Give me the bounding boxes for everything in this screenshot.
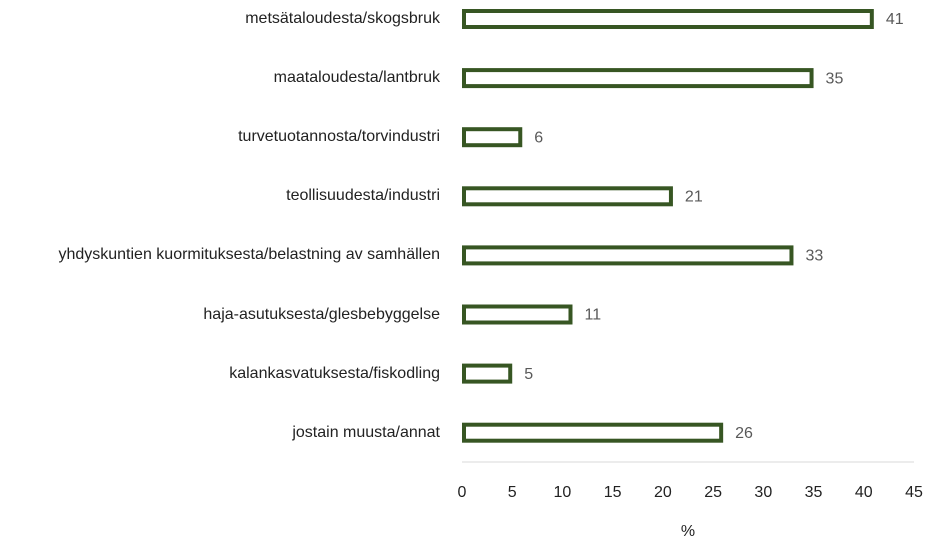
x-tick-label: 15 [604, 484, 622, 501]
category-label: turvetuotannosta/torvindustri [238, 128, 440, 146]
category-label-box: kalankasvatuksesta/fiskodling [0, 362, 440, 386]
x-tick-label: 35 [805, 484, 823, 501]
bar [462, 363, 513, 384]
bar [462, 68, 814, 89]
value-label: 6 [534, 129, 543, 146]
x-tick-label: 10 [554, 484, 572, 501]
value-label: 21 [685, 189, 703, 206]
value-label: 35 [826, 70, 844, 87]
value-label: 5 [524, 366, 533, 383]
category-label-box: teollisuudesta/industri [0, 184, 440, 208]
category-label-box: yhdyskuntien kuormituksesta/belastning a… [0, 243, 440, 267]
x-tick-label: 45 [905, 484, 923, 501]
x-tick-label: 40 [855, 484, 873, 501]
x-tick-label: 25 [704, 484, 722, 501]
bar [462, 245, 794, 266]
bar [462, 422, 724, 443]
category-label-box: jostain muusta/annat [0, 421, 440, 445]
category-label-box: haja-asutuksesta/glesbebyggelse [0, 303, 440, 327]
category-label-box: metsätaloudesta/skogsbruk [0, 7, 440, 31]
bar [462, 9, 874, 29]
bar [462, 127, 523, 148]
x-tick-label: 0 [458, 484, 467, 501]
value-label: 11 [584, 307, 601, 324]
category-label: maataloudesta/lantbruk [273, 69, 440, 87]
value-label: 33 [805, 248, 823, 265]
category-label: jostain muusta/annat [292, 423, 440, 441]
category-label-box: turvetuotannosta/torvindustri [0, 125, 440, 149]
x-tick-label: 5 [508, 484, 517, 501]
category-label: kalankasvatuksesta/fiskodling [229, 364, 440, 382]
category-label-box: maataloudesta/lantbruk [0, 66, 440, 90]
value-label: 26 [735, 425, 753, 442]
category-label: teollisuudesta/industri [286, 187, 440, 205]
value-label: 41 [886, 11, 904, 28]
bar [462, 186, 673, 207]
category-label: metsätaloudesta/skogsbruk [245, 10, 440, 27]
x-tick-label: 30 [754, 484, 772, 501]
category-label: yhdyskuntien kuormituksesta/belastning a… [58, 246, 440, 264]
bar [462, 304, 573, 325]
x-tick-label: 20 [654, 484, 672, 501]
category-label: haja-asutuksesta/glesbebyggelse [203, 305, 440, 323]
x-axis-label: % [681, 523, 695, 540]
